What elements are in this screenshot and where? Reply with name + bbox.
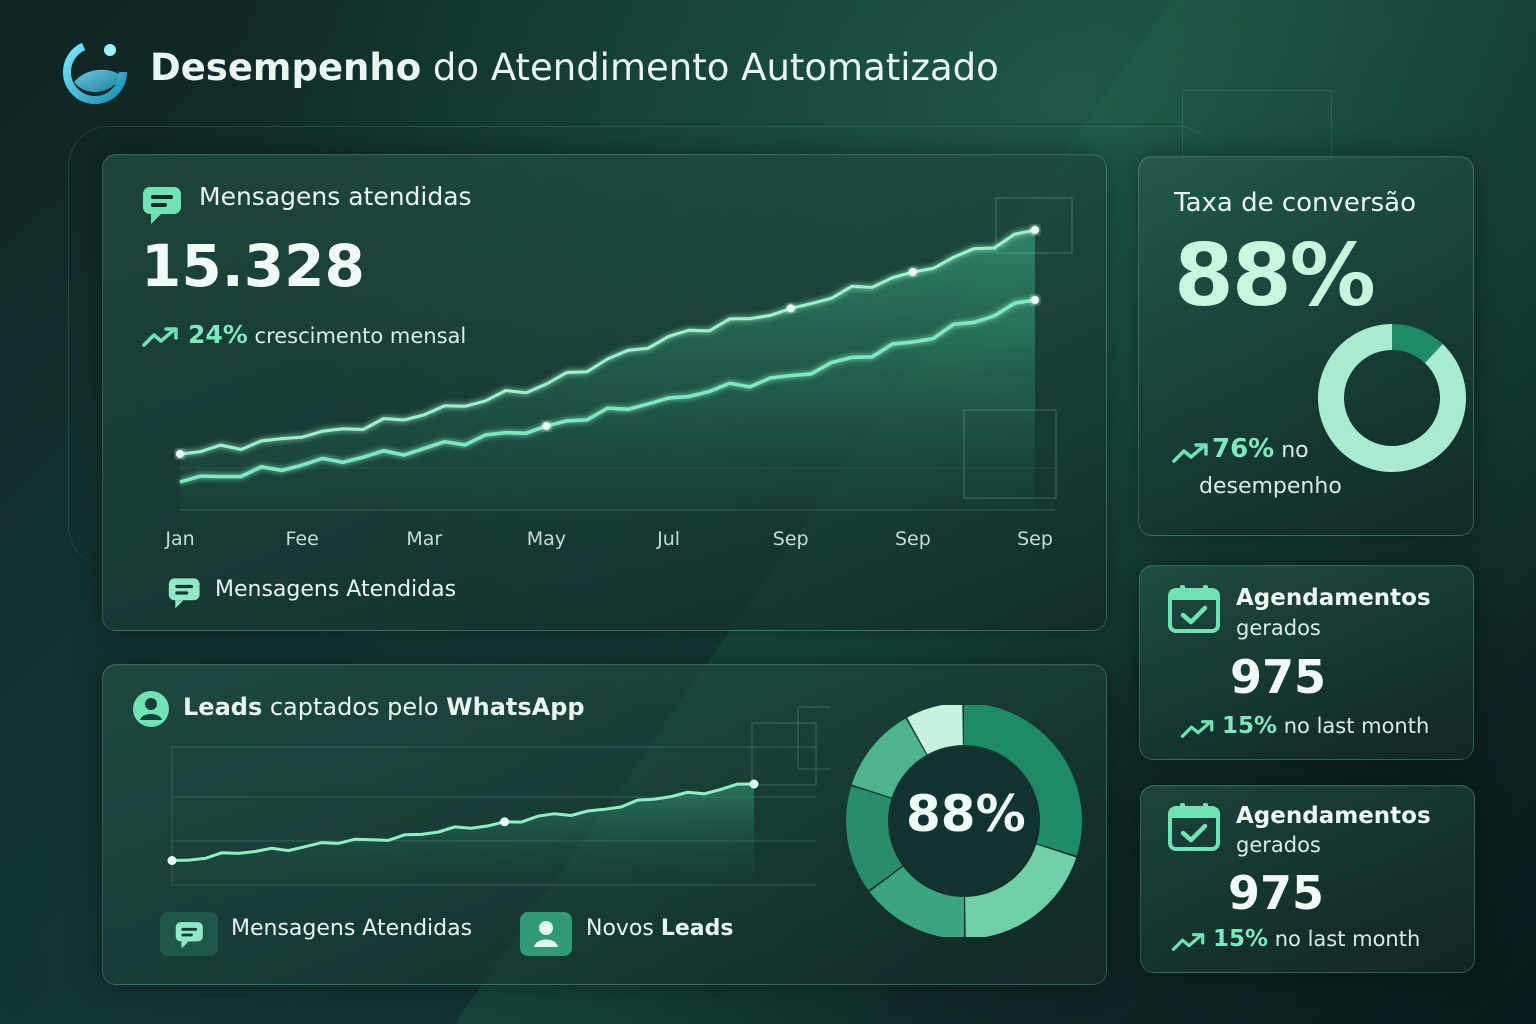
data-point	[500, 817, 510, 827]
legend-user-badge	[520, 912, 572, 956]
donut-slice	[869, 866, 964, 937]
frame-outline	[68, 126, 1218, 566]
data-point	[542, 422, 551, 430]
leads-title: Leads captados pelo WhatsApp	[183, 693, 585, 721]
series-line	[171, 782, 755, 862]
logo-icon	[63, 40, 127, 104]
x-tick-label: Sep	[895, 528, 931, 550]
donut-hole	[890, 747, 1038, 895]
leads-donut-value: 88%	[906, 785, 1026, 843]
data-point	[176, 450, 184, 458]
trend-up-icon	[142, 327, 178, 347]
series-area	[172, 784, 754, 885]
donut-slice	[1392, 324, 1443, 364]
messages-value: 15.328	[141, 232, 365, 300]
donut-slice	[851, 718, 927, 798]
data-point	[1031, 296, 1039, 304]
legend-chat-badge	[160, 912, 218, 956]
user-icon	[133, 691, 169, 727]
data-point	[786, 304, 795, 313]
series-area-1	[180, 300, 1035, 510]
x-tick-label: Sep	[1017, 528, 1053, 550]
schedule-subtitle: gerados	[1236, 616, 1321, 640]
chart-highlight-box	[751, 722, 817, 786]
trend-up-icon	[1180, 720, 1214, 738]
donut-slice	[965, 844, 1077, 937]
conversion-trend: 76% no	[1212, 434, 1309, 464]
x-tick-label: Mar	[406, 528, 442, 550]
schedule-trend: 15% no last month	[1213, 926, 1421, 952]
x-tick-label: Jul	[656, 528, 680, 550]
messages-growth: 24% crescimento mensal	[188, 320, 466, 349]
x-tick-label: May	[527, 528, 566, 550]
data-point	[1031, 226, 1039, 234]
data-point	[908, 268, 917, 276]
legend-chat-icon	[168, 578, 200, 609]
trend-up-icon	[1171, 933, 1205, 951]
schedule-title: Agendamentos	[1236, 585, 1431, 611]
x-tick-label: Jan	[164, 528, 194, 550]
chart-highlight-box-2	[963, 409, 1057, 499]
user-icon	[534, 921, 558, 947]
conversion-donut-chart	[1318, 324, 1466, 472]
x-tick-label: Fee	[286, 528, 319, 550]
donut-slice	[964, 705, 1083, 856]
conversion-title: Taxa de conversão	[1174, 188, 1416, 218]
leads-line-chart	[167, 706, 830, 886]
data-point	[167, 856, 177, 865]
conversion-trend-value: 76%	[1212, 434, 1275, 464]
schedule-title: Agendamentos	[1236, 803, 1431, 829]
leads-donut-chart	[846, 705, 1083, 937]
messages-legend-label: Mensagens Atendidas	[215, 577, 457, 602]
leads-legend-2: Novos Leads	[586, 916, 734, 941]
messages-area-chart: Jan Fee Mar May Jul Sep Sep Sep	[164, 197, 1073, 550]
messages-growth-text: crescimento mensal	[247, 324, 467, 348]
calendar-check-icon	[1168, 585, 1220, 633]
trend-up-icon	[1172, 443, 1208, 463]
chat-icon	[143, 187, 181, 224]
frame-outline-top	[1182, 90, 1332, 160]
chat-icon	[175, 922, 203, 949]
messages-card-title: Mensagens atendidas	[199, 182, 472, 211]
donut-slice	[1318, 324, 1466, 472]
series-line-0	[179, 228, 1036, 456]
schedule-value: 975	[1228, 866, 1325, 920]
donut-slice	[846, 786, 903, 891]
donut-slice	[907, 705, 963, 755]
page-title: Desempenho do Atendimento Automatizado	[150, 46, 999, 89]
conversion-trend-text-2: desempenho	[1199, 474, 1342, 499]
data-point	[749, 779, 759, 789]
chart-highlight-box-2	[797, 706, 830, 770]
series-line-1	[179, 298, 1036, 484]
messages-growth-value: 24%	[188, 320, 248, 349]
x-tick-label: Sep	[773, 528, 809, 550]
schedule-subtitle: gerados	[1236, 833, 1321, 857]
schedule-trend: 15% no last month	[1222, 713, 1430, 739]
conversion-value: 88%	[1174, 226, 1376, 326]
schedule-value: 975	[1230, 650, 1327, 704]
chart-highlight-box	[995, 197, 1073, 254]
calendar-check-icon	[1168, 803, 1220, 851]
leads-legend-1: Mensagens Atendidas	[231, 916, 473, 941]
conversion-trend-text-1: no	[1274, 438, 1309, 463]
